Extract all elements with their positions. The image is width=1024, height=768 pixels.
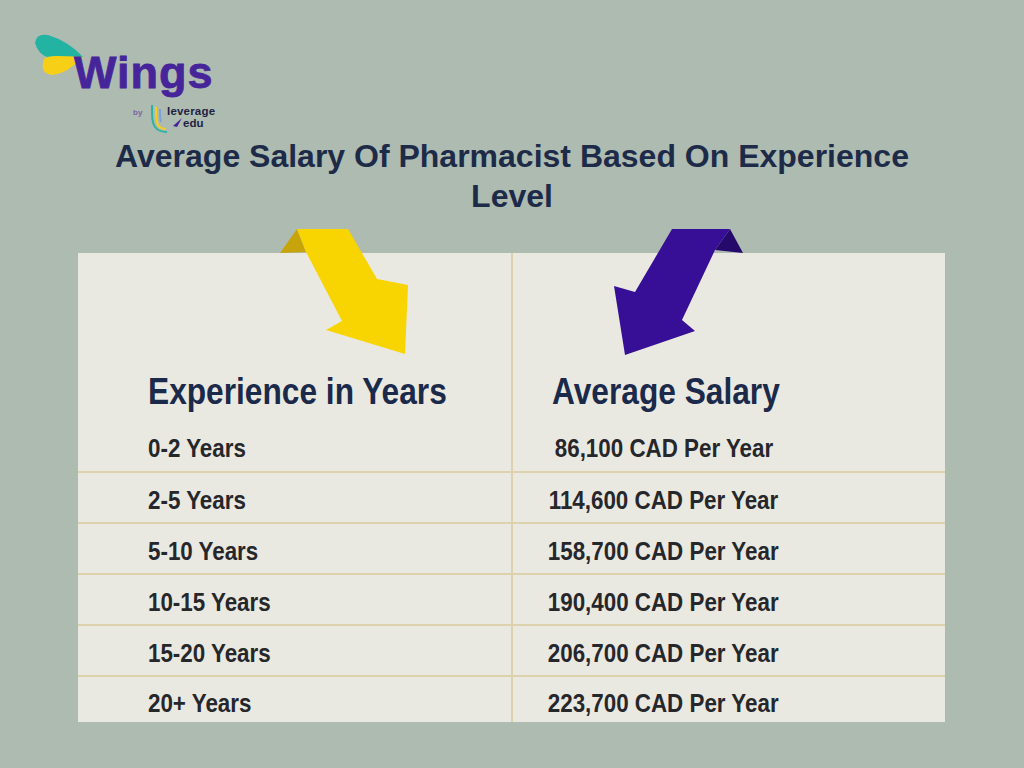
table-header-row: Experience in Years Average Salary (78, 253, 945, 420)
edu-text: edu (183, 117, 203, 129)
table-row: 10-15 Years 190,400 CAD Per Year (78, 573, 945, 624)
table-row: 15-20 Years 206,700 CAD Per Year (78, 624, 945, 675)
experience-cell: 2-5 Years (148, 485, 246, 516)
table-row: 5-10 Years 158,700 CAD Per Year (78, 522, 945, 573)
salary-cell: 114,600 CAD Per Year (549, 485, 779, 516)
salary-cell: 206,700 CAD Per Year (548, 638, 779, 669)
table-row: 2-5 Years 114,600 CAD Per Year (78, 471, 945, 522)
salary-column-header: Average Salary (552, 374, 780, 410)
leverage-edu-arrow-icon (173, 118, 183, 128)
salary-cell: 158,700 CAD Per Year (548, 536, 779, 567)
salary-cell: 190,400 CAD Per Year (548, 587, 779, 618)
experience-cell: 5-10 Years (148, 536, 258, 567)
experience-cell: 20+ Years (148, 688, 251, 719)
down-left-ribbon-arrow-icon (614, 229, 744, 361)
leverage-edu-icon (149, 103, 169, 135)
table-body: 0-2 Years 86,100 CAD Per Year 2-5 Years … (78, 420, 945, 723)
wings-logo: Wings by leverage edu (0, 0, 260, 140)
experience-column-header: Experience in Years (148, 374, 447, 410)
experience-cell: 10-15 Years (148, 587, 271, 618)
by-label: by (133, 108, 142, 117)
salary-cell: 223,700 CAD Per Year (548, 688, 779, 719)
wings-brand-text: Wings (74, 50, 214, 95)
table-row: 20+ Years 223,700 CAD Per Year (78, 675, 945, 723)
leverage-text: leverage (167, 105, 215, 117)
table-row: 0-2 Years 86,100 CAD Per Year (78, 420, 945, 471)
salary-cell: 86,100 CAD Per Year (554, 433, 772, 464)
salary-table: Experience in Years Average Salary 0-2 Y… (78, 253, 945, 722)
experience-cell: 15-20 Years (148, 638, 271, 669)
down-right-ribbon-arrow-icon (280, 229, 410, 359)
page-title: Average Salary Of Pharmacist Based On Ex… (0, 136, 1024, 216)
experience-cell: 0-2 Years (148, 433, 246, 464)
